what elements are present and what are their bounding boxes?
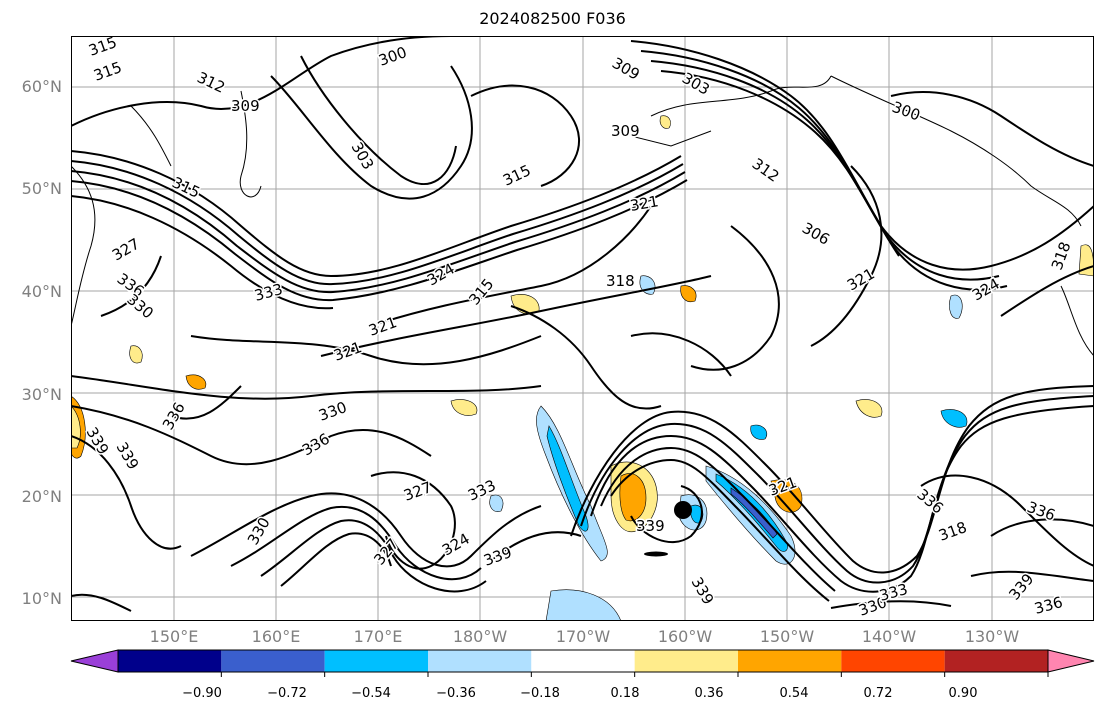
contour-label: 330 — [316, 398, 349, 425]
contour-label: 327 — [109, 235, 143, 265]
lon-label-160w: 160°W — [657, 627, 713, 646]
colorbar-segment — [841, 650, 945, 672]
colorbar-segment — [944, 650, 1048, 672]
contour-label: 336 — [913, 485, 947, 517]
contour-label: 315 — [91, 58, 124, 85]
contour-label: 318 — [1048, 239, 1075, 272]
contour-label: 336 — [299, 430, 333, 460]
contour-label: 300 — [376, 43, 409, 70]
contour-label: 315 — [86, 36, 119, 60]
contour-label: 339 — [1005, 570, 1037, 604]
lat-label-60n: 60°N — [21, 77, 62, 96]
lat-label-30n: 30°N — [21, 385, 62, 404]
colorbar-segment — [738, 650, 842, 672]
contour-label: 318 — [606, 272, 635, 290]
lon-label-180w: 180°W — [452, 627, 508, 646]
contour-label: 303 — [348, 139, 378, 173]
contour-label: 321 — [366, 313, 399, 340]
colorbar-tick-label: −0.90 — [182, 686, 222, 701]
contour-label: 339 — [83, 424, 113, 458]
colorbar-segment — [428, 650, 532, 672]
colorbar-tick-label: −0.18 — [520, 686, 560, 701]
shaded-regions — [71, 115, 1094, 621]
lon-label-150w: 150°W — [759, 627, 815, 646]
lat-label-20n: 20°N — [21, 487, 62, 506]
colorbar-tick-label: 0.54 — [779, 686, 809, 701]
lon-label-140w: 140°W — [861, 627, 917, 646]
contour-label: 315 — [500, 161, 534, 189]
contour-label: 330 — [123, 290, 157, 322]
contour-label: 321 — [844, 265, 878, 295]
lat-label-50n: 50°N — [21, 179, 62, 198]
colorbar-segment — [118, 650, 222, 672]
colorbar-tick-label: −0.36 — [436, 686, 476, 701]
contour-label: 312 — [749, 155, 783, 186]
lon-label-160e: 160°E — [251, 627, 301, 646]
contour-label: 339 — [688, 574, 718, 608]
lon-label-150e: 150°E — [149, 627, 199, 646]
colorbar-tick-label: −0.72 — [267, 686, 307, 701]
lat-label-10n: 10°N — [21, 589, 62, 608]
contour-label: 306 — [799, 219, 833, 249]
contour-label: 309 — [611, 122, 640, 140]
colorbar-outline — [117, 649, 1049, 673]
lon-label-170e: 170°E — [353, 627, 403, 646]
contour-label: 321 — [629, 192, 660, 215]
contour-label: 339 — [113, 439, 143, 473]
colorbar-segment — [634, 650, 738, 672]
storm-center-marker — [674, 501, 692, 519]
contour-label: 336 — [159, 399, 189, 433]
contour-label: 309 — [609, 54, 643, 84]
contour-label: 321 — [331, 338, 364, 365]
colorbar-tick-label: 0.72 — [863, 686, 893, 701]
colorbar-tick-label: −0.54 — [351, 686, 391, 701]
contour-label: 315 — [465, 275, 497, 309]
colorbar-extension-high — [1047, 649, 1095, 673]
lon-label-170w: 170°W — [555, 627, 611, 646]
colorbar-extension-low — [70, 649, 119, 673]
map-title: 2024082500 F036 — [479, 9, 626, 28]
contour-label: 318 — [936, 518, 969, 545]
lon-label-130w: 130°W — [964, 627, 1020, 646]
contour-label: 312 — [194, 68, 228, 96]
contour-label: 339 — [636, 517, 665, 535]
colorbar-segment — [531, 650, 635, 672]
contour-label: 333 — [252, 280, 284, 305]
contours — [71, 36, 1094, 612]
colorbar-segment — [324, 650, 428, 672]
colorbar-tick-label: 0.18 — [610, 686, 640, 701]
coastlines — [71, 75, 1094, 357]
contour-label: 309 — [231, 97, 260, 115]
contour-label: 339 — [481, 543, 514, 570]
contour-label: 300 — [890, 98, 923, 125]
contour-label: 327 — [401, 478, 434, 505]
lat-label-40n: 40°N — [21, 282, 62, 301]
colorbar-tick-label: 0.36 — [694, 686, 724, 701]
colorbar-segment — [221, 650, 325, 672]
colorbar-tick-label: 0.90 — [948, 686, 978, 701]
